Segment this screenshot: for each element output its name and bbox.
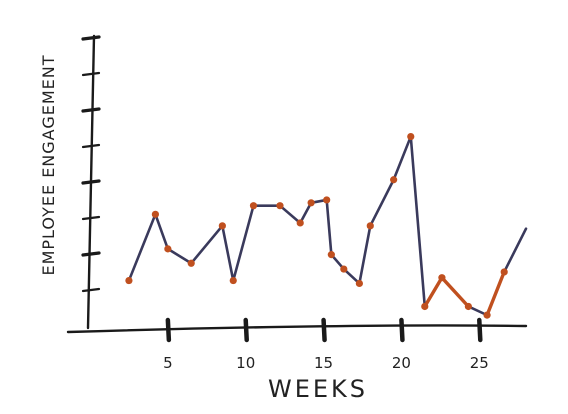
x-tick bbox=[399, 317, 405, 343]
y-axis bbox=[86, 34, 96, 330]
x-axis-ticks bbox=[165, 317, 483, 343]
series-segment bbox=[440, 275, 471, 309]
y-tick bbox=[81, 35, 101, 41]
x-tick bbox=[321, 317, 327, 343]
y-tick bbox=[81, 251, 101, 257]
y-axis-ticks bbox=[81, 35, 101, 293]
series-point bbox=[164, 245, 172, 253]
x-tick bbox=[165, 317, 172, 343]
series-point bbox=[500, 268, 508, 276]
x-axis-tick-labels: 5 10 15 20 25 bbox=[163, 354, 489, 372]
series-point bbox=[125, 276, 133, 285]
series-segment bbox=[298, 201, 313, 225]
x-axis bbox=[66, 324, 528, 334]
series-point bbox=[421, 302, 429, 311]
series-segment bbox=[231, 204, 255, 282]
series-segment bbox=[189, 224, 224, 265]
series-segment bbox=[278, 204, 302, 225]
series-point bbox=[323, 196, 331, 204]
x-tick-label: 10 bbox=[236, 354, 255, 372]
y-tick bbox=[81, 287, 101, 293]
series-point bbox=[296, 219, 304, 227]
y-axis-label: EMPLOYEE ENGAGEMENT bbox=[39, 54, 58, 275]
x-tick-label: 15 bbox=[314, 354, 333, 372]
y-tick bbox=[81, 215, 101, 221]
series-point bbox=[229, 276, 237, 285]
x-tick-label: 25 bbox=[470, 354, 489, 372]
series-segment bbox=[409, 135, 427, 308]
series-point bbox=[390, 176, 398, 184]
series-point bbox=[464, 302, 472, 311]
y-tick bbox=[81, 71, 101, 77]
series-segment bbox=[392, 135, 413, 182]
series-line-segments bbox=[127, 135, 528, 317]
series-segment bbox=[485, 270, 506, 317]
series-point bbox=[407, 132, 415, 141]
y-tick bbox=[81, 107, 101, 113]
x-tick bbox=[477, 317, 483, 343]
series-point bbox=[355, 279, 363, 288]
series-point bbox=[187, 259, 195, 267]
series-segment bbox=[502, 227, 528, 274]
y-tick bbox=[81, 143, 101, 149]
series-segment bbox=[325, 198, 333, 256]
series-point bbox=[327, 251, 335, 259]
x-axis-label: WEEKS bbox=[268, 375, 368, 403]
series-segment bbox=[127, 213, 157, 282]
series-point bbox=[307, 199, 315, 207]
series-point bbox=[340, 265, 348, 273]
series-point bbox=[276, 202, 284, 210]
series-point bbox=[218, 222, 226, 230]
x-tick-label: 5 bbox=[163, 354, 173, 372]
x-tick-label: 20 bbox=[392, 354, 411, 372]
series-point bbox=[249, 202, 258, 210]
series-points bbox=[125, 132, 508, 319]
series-point bbox=[483, 311, 491, 319]
series-segment bbox=[358, 224, 372, 285]
series-point bbox=[366, 222, 374, 230]
series-point bbox=[438, 274, 446, 282]
series-segment bbox=[166, 247, 193, 265]
series-point bbox=[151, 210, 159, 218]
series-segment bbox=[423, 275, 444, 309]
x-tick bbox=[243, 317, 249, 343]
series-segment bbox=[154, 213, 170, 251]
series-segment bbox=[221, 224, 235, 282]
y-tick bbox=[81, 179, 101, 185]
series-segment bbox=[368, 178, 395, 228]
